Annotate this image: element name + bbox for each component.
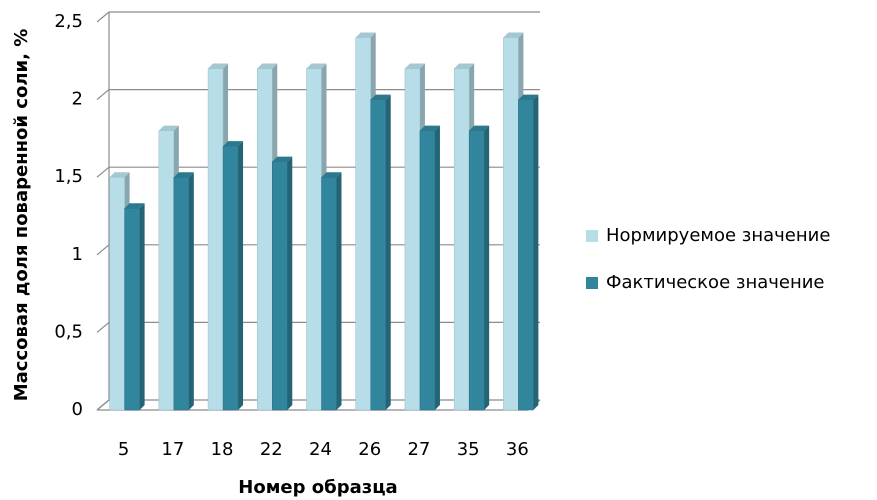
bar <box>109 176 125 411</box>
bar-top <box>306 63 327 69</box>
bar-top <box>321 172 342 178</box>
bar <box>518 99 534 411</box>
x-tick-label: 18 <box>211 439 234 460</box>
x-axis-title: Номер образца <box>238 477 397 498</box>
bar <box>272 161 288 411</box>
bar <box>370 99 386 411</box>
legend-swatch <box>586 230 598 242</box>
bar-side <box>434 125 440 410</box>
bar-side <box>336 172 342 410</box>
bar-top <box>454 63 475 69</box>
bar-top <box>158 125 179 131</box>
bar-top <box>419 125 440 131</box>
grid-tick <box>96 89 110 101</box>
bar <box>124 207 140 411</box>
x-tick-label: 22 <box>260 439 283 460</box>
bar <box>222 145 239 411</box>
bar <box>419 130 436 411</box>
grid-tick <box>96 321 110 333</box>
x-tick-label: 24 <box>309 439 332 460</box>
bar-side <box>533 94 539 410</box>
x-tick-label: 26 <box>358 439 381 460</box>
bar-side <box>287 156 293 410</box>
bar-top <box>404 63 425 69</box>
legend-label: Фактическое значение <box>606 272 825 293</box>
y-tick-label: 0 <box>72 399 83 420</box>
bar <box>158 130 175 411</box>
bar <box>257 68 273 411</box>
x-tick-label: 17 <box>161 439 184 460</box>
bar <box>355 37 371 411</box>
y-tick-label: 1,5 <box>54 166 83 187</box>
y-tick-label: 1 <box>72 244 83 265</box>
grid-tick <box>96 244 110 256</box>
bar-side <box>385 94 391 410</box>
bar <box>404 68 421 411</box>
grid-tick <box>96 399 110 411</box>
y-tick-label: 2,5 <box>54 11 83 32</box>
bar <box>173 176 190 411</box>
bar-side <box>238 141 244 410</box>
bar-top <box>355 32 376 38</box>
x-tick-label: 27 <box>407 439 430 460</box>
legend-swatch <box>586 277 598 289</box>
bar <box>321 176 337 411</box>
grid-tick <box>96 11 110 23</box>
x-tick-label: 36 <box>506 439 529 460</box>
y-tick-label: 2 <box>72 89 83 110</box>
bar-side <box>139 203 145 410</box>
x-tick-label: 35 <box>457 439 480 460</box>
x-tick-label: 5 <box>118 439 129 460</box>
bar-top <box>124 203 145 209</box>
bar <box>207 68 224 411</box>
bar-top <box>469 125 490 131</box>
bar-top <box>223 141 244 147</box>
grid-tick <box>96 166 110 178</box>
y-tick-label: 0,5 <box>54 321 83 342</box>
bar-top <box>208 63 229 69</box>
bar-side <box>188 172 194 410</box>
bar-top <box>173 172 194 178</box>
bar <box>453 68 470 411</box>
bar-top <box>518 94 539 100</box>
legend-label: Нормируемое значение <box>606 225 830 246</box>
bar <box>503 37 519 411</box>
bar <box>468 130 485 411</box>
y-axis-title: Массовая доля поваренной соли, % <box>11 29 32 402</box>
bar <box>306 68 322 411</box>
bar-top <box>272 156 293 162</box>
bar-top <box>109 172 130 178</box>
bar-top <box>370 94 391 100</box>
bar-top <box>503 32 524 38</box>
bar-side <box>484 125 490 410</box>
bar-top <box>257 63 278 69</box>
